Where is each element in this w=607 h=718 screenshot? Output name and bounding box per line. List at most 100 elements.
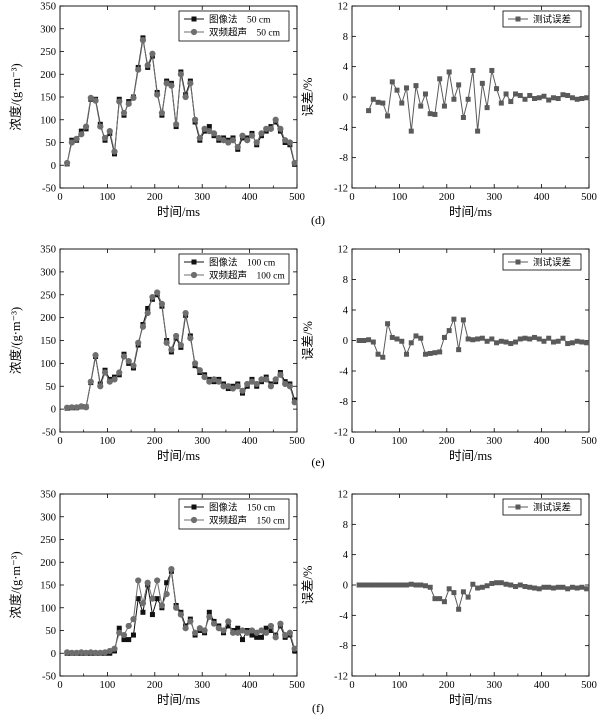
- data-point: [394, 87, 400, 93]
- legend-marker: [191, 259, 197, 265]
- data-point: [389, 79, 395, 85]
- data-point: [456, 606, 462, 612]
- y-tick-label: -4: [339, 123, 348, 134]
- data-point: [220, 383, 227, 390]
- data-point: [356, 338, 362, 343]
- data-point: [503, 581, 509, 587]
- data-point: [418, 335, 424, 341]
- legend: 测试误差: [502, 498, 582, 516]
- data-point: [389, 334, 395, 340]
- chart-1: 0 100 200 300 400 500 -12 -8 -4 0 4 8 12 时间/ms 误差/% 测试误…: [301, 2, 597, 220]
- data-point: [106, 647, 113, 655]
- data-point: [111, 645, 118, 652]
- x-tick-label: 300: [194, 192, 210, 203]
- data-point: [422, 351, 428, 357]
- data-point: [87, 94, 94, 102]
- data-point: [248, 378, 256, 385]
- data-point: [73, 649, 80, 656]
- legend-marker: [190, 28, 198, 36]
- series-line: [66, 37, 296, 165]
- data-point: [460, 317, 466, 323]
- data-point: [446, 328, 452, 334]
- data-point: [182, 93, 189, 101]
- data-point: [579, 584, 585, 590]
- x-axis-label: 时间/ms: [157, 693, 200, 707]
- data-point: [531, 334, 537, 340]
- legend-marker: [515, 16, 521, 22]
- data-point: [225, 383, 232, 390]
- y-tick-label: 300: [40, 24, 56, 35]
- y-tick-label: 350: [40, 2, 56, 13]
- data-point: [253, 139, 260, 146]
- data-point: [168, 82, 175, 89]
- data-point: [97, 649, 104, 656]
- data-point: [536, 95, 542, 101]
- data-point: [130, 632, 136, 638]
- data-point: [375, 582, 381, 588]
- data-point: [120, 631, 128, 639]
- x-tick-label: 400: [534, 436, 550, 447]
- data-point: [584, 95, 590, 101]
- data-point: [418, 582, 424, 588]
- data-point: [527, 92, 533, 98]
- data-point: [149, 612, 155, 618]
- data-point: [366, 582, 372, 588]
- y-tick-label: 250: [40, 535, 56, 546]
- data-point: [244, 629, 251, 636]
- data-point: [145, 305, 151, 311]
- data-point: [78, 649, 85, 656]
- legend-marker: [191, 504, 197, 510]
- legend: 测试误差: [502, 10, 582, 28]
- y-tick-label: 4: [343, 306, 349, 317]
- data-point: [130, 94, 137, 102]
- chart-2: 0 100 200 300 400 500-50050100150200250300350…: [8, 245, 305, 464]
- data-point: [460, 589, 466, 595]
- data-point: [550, 95, 556, 101]
- y-tick-label: 8: [343, 520, 348, 531]
- data-point: [560, 584, 566, 590]
- data-point: [513, 584, 519, 590]
- y-tick-label: -4: [339, 367, 348, 378]
- x-tick-label: 300: [486, 436, 502, 447]
- data-point: [291, 399, 298, 406]
- x-axis-label: 时间/ms: [449, 205, 492, 219]
- data-point: [361, 338, 367, 343]
- data-point: [111, 376, 118, 383]
- data-point: [579, 339, 585, 345]
- x-tick-label: 0: [349, 436, 354, 447]
- data-point: [182, 625, 189, 632]
- data-point: [73, 404, 80, 411]
- x-tick-label: 300: [194, 680, 210, 691]
- data-point: [206, 613, 213, 620]
- data-point: [97, 123, 104, 130]
- data-point: [263, 629, 270, 636]
- y-tick-label: 350: [40, 245, 56, 256]
- data-point: [239, 387, 246, 394]
- data-point: [144, 309, 151, 317]
- data-point: [489, 580, 495, 586]
- y-tick-label: -50: [42, 184, 56, 195]
- data-point: [196, 367, 203, 374]
- data-point: [82, 649, 90, 656]
- legend-box: [178, 10, 290, 42]
- data-point: [380, 354, 386, 360]
- panel-label-f: (f): [312, 701, 324, 715]
- y-tick-label: 0: [51, 405, 56, 416]
- data-point: [437, 349, 443, 355]
- y-tick-label: 0: [343, 581, 348, 592]
- chart-4: 0 100 200 300 400 500-50050100150200250300350…: [8, 490, 305, 708]
- data-point: [225, 618, 232, 625]
- data-point: [106, 378, 113, 385]
- data-point: [239, 637, 245, 643]
- data-point: [282, 137, 289, 144]
- data-point: [163, 80, 170, 87]
- data-point: [125, 622, 132, 630]
- data-point: [272, 116, 279, 123]
- data-point: [479, 584, 485, 590]
- x-tick-label: 0: [57, 680, 62, 691]
- data-point: [584, 340, 590, 346]
- data-point: [494, 340, 500, 346]
- data-point: [111, 148, 118, 155]
- data-point: [120, 109, 128, 117]
